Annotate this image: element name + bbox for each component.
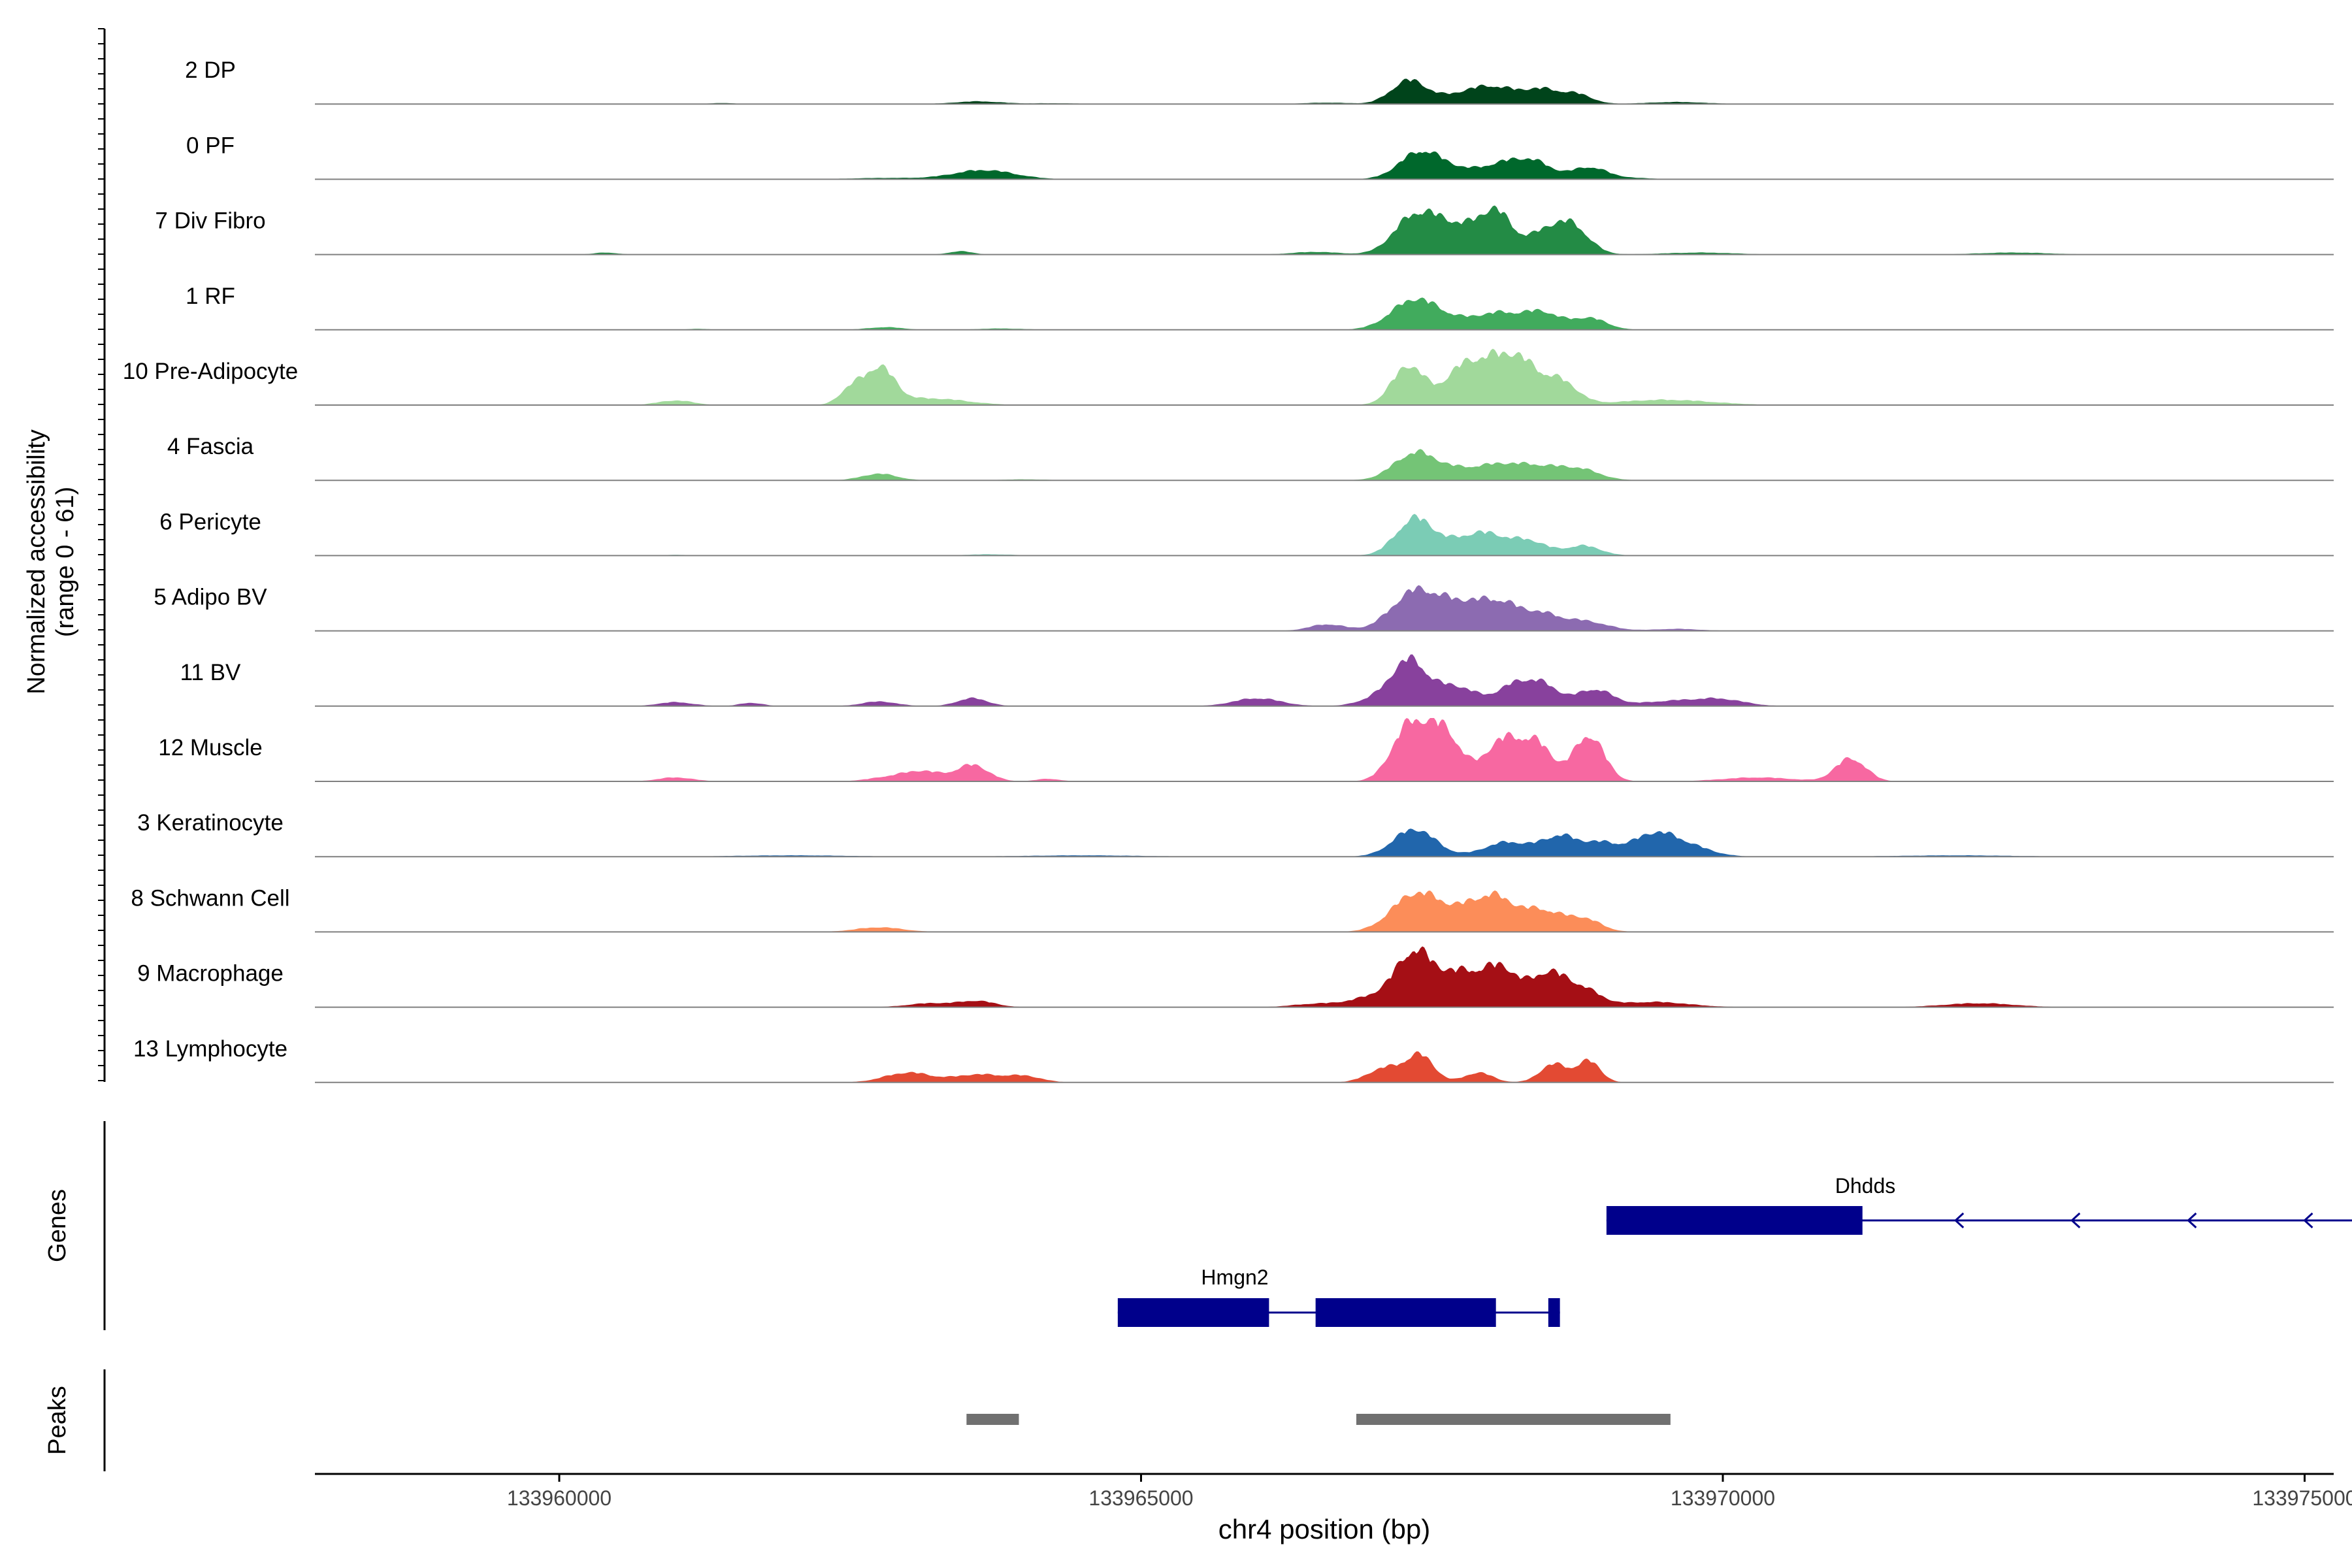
coverage-area — [315, 348, 2334, 405]
track-label: 9 Macrophage — [137, 961, 284, 987]
strand-arrow — [2187, 1212, 2197, 1229]
coverage-area — [315, 449, 2334, 481]
y-axis-left-ticks — [98, 28, 106, 1082]
gene-exon — [1548, 1298, 1560, 1327]
coverage-area — [315, 151, 2334, 180]
track-label: 5 Adipo BV — [154, 585, 267, 610]
coverage-area — [315, 514, 2334, 556]
coverage-area — [315, 828, 2334, 857]
track-9-macrophage: 9 Macrophage — [137, 946, 2334, 1008]
peak-region — [966, 1414, 1019, 1425]
strand-arrow — [1953, 1212, 1965, 1229]
track-4-fascia: 4 Fascia — [167, 434, 2334, 482]
gene-dhdds: Dhdds — [1606, 1174, 2352, 1235]
track-label: 4 Fascia — [167, 434, 254, 459]
coverage-area — [315, 946, 2334, 1007]
track-8-schwann-cell: 8 Schwann Cell — [131, 885, 2334, 933]
gene-exon — [1315, 1298, 1496, 1327]
track-3-keratinocyte: 3 Keratinocyte — [137, 810, 2334, 858]
coverage-area — [315, 297, 2334, 330]
coverage-area — [315, 205, 2334, 255]
track-6-pericyte: 6 Pericyte — [159, 509, 2334, 557]
track-10-pre-adipocyte: 10 Pre-Adipocyte — [123, 348, 2334, 406]
peaks-track-label: Peaks — [44, 1386, 71, 1455]
y-axis-label-line1: Normalized accessibility — [23, 429, 50, 694]
strand-arrow — [2303, 1212, 2313, 1229]
coverage-area — [315, 78, 2334, 105]
track-label: 8 Schwann Cell — [131, 885, 289, 911]
track-13-lymphocyte: 13 Lymphocyte — [133, 1036, 2334, 1083]
x-tick-label: 133965000 — [1088, 1486, 1193, 1510]
peaks-track: Peaks — [44, 1369, 1671, 1471]
track-label: 6 Pericyte — [159, 509, 261, 534]
strand-arrow — [2070, 1212, 2081, 1229]
track-label: 12 Muscle — [158, 735, 263, 760]
y-axis-label-line2: (range 0 - 61) — [52, 487, 79, 637]
coverage-area — [315, 718, 2334, 781]
track-5-adipo-bv: 5 Adipo BV — [154, 585, 2334, 632]
x-tick-label: 133960000 — [507, 1486, 612, 1510]
x-tick-label: 133970000 — [1671, 1486, 1775, 1510]
track-label: 10 Pre-Adipocyte — [123, 359, 298, 384]
track-label: 1 RF — [186, 284, 235, 309]
coverage-area — [315, 585, 2334, 631]
track-12-muscle: 12 Muscle — [158, 718, 2334, 782]
track-2-dp: 2 DP — [185, 57, 2334, 105]
genes-track-label: Genes — [44, 1189, 71, 1262]
peak-region — [1356, 1414, 1671, 1425]
track-label: 2 DP — [185, 57, 236, 83]
x-axis: 133960000 133965000 133970000 133975000 — [315, 1473, 2352, 1510]
gene-label: Hmgn2 — [1201, 1266, 1268, 1289]
track-label: 0 PF — [186, 133, 235, 158]
x-axis-label: chr4 position (bp) — [1218, 1514, 1431, 1544]
gene-hmgn2: Hmgn2 — [1117, 1266, 1560, 1327]
track-7-div-fibro: 7 Div Fibro — [155, 205, 2334, 255]
coverage-area — [315, 654, 2334, 706]
track-1-rf: 1 RF — [186, 284, 2334, 331]
genes-track: Genes Dhdds Hmgn2 — [44, 1121, 2352, 1330]
track-label: 11 BV — [180, 660, 241, 685]
coverage-tracks: 2 DP 0 PF 7 Div Fibro 1 RF 10 Pre-Adipocyte 4… — [123, 57, 2334, 1083]
track-0-pf: 0 PF — [186, 133, 2334, 180]
track-label: 3 Keratinocyte — [137, 810, 284, 836]
x-tick-label: 133975000 — [2252, 1486, 2352, 1510]
gene-label: Dhdds — [1835, 1174, 1896, 1198]
coverage-area — [315, 890, 2334, 932]
gene-exon — [1606, 1206, 1863, 1235]
track-label: 13 Lymphocyte — [133, 1036, 287, 1062]
track-11-bv: 11 BV — [180, 654, 2334, 707]
coverage-area — [315, 1051, 2334, 1083]
track-label: 7 Div Fibro — [155, 208, 265, 234]
gene-exon — [1117, 1298, 1269, 1327]
